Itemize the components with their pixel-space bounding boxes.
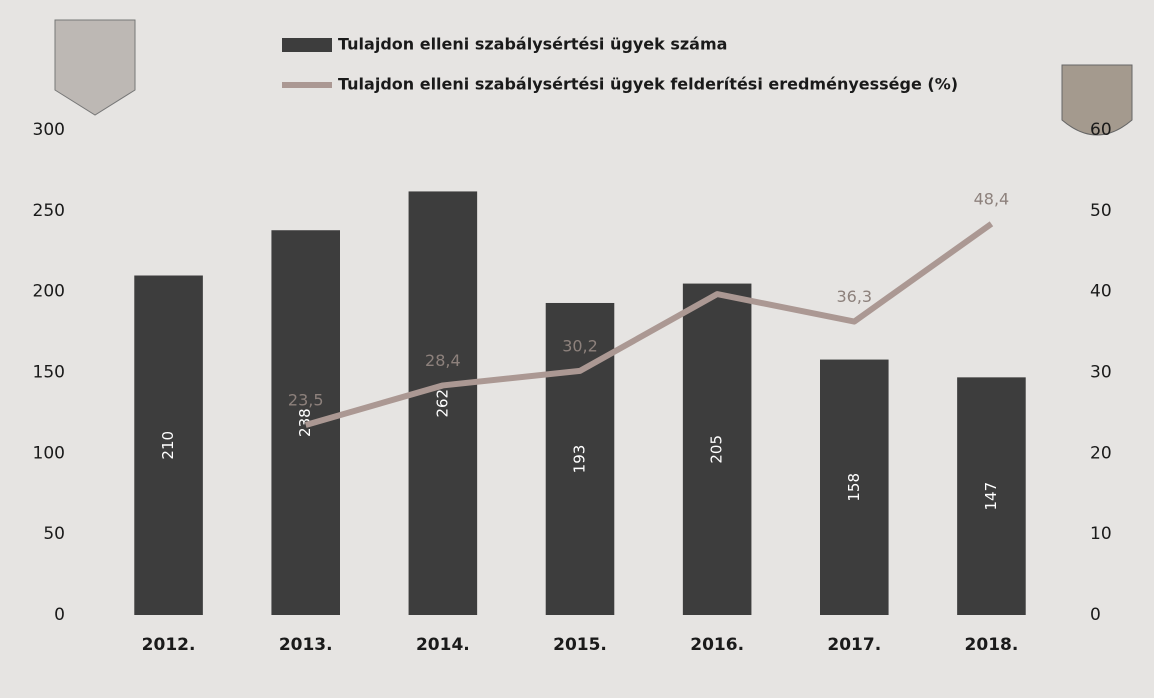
line-label: 28,4 [425,351,461,370]
y2-tick-label: 20 [1090,443,1112,463]
y-tick-label: 50 [43,524,65,544]
y-tick-label: 250 [33,201,65,221]
line-label: 36,3 [836,287,872,306]
line-label: 30,2 [562,336,598,355]
x-tick-label: 2012. [142,635,196,655]
y2-tick-label: 60 [1090,120,1112,140]
bar-label: 205 [708,435,726,464]
legend-swatch [282,82,332,88]
bar-label: 193 [571,445,589,474]
x-tick-label: 2014. [416,635,470,655]
bar [820,359,889,615]
bar-label: 158 [845,473,863,502]
logo-right [1061,64,1133,136]
bar-label: 147 [982,482,1000,511]
x-tick-label: 2016. [690,635,744,655]
y-tick-label: 0 [54,605,65,625]
y-tick-label: 200 [33,282,65,302]
x-tick-label: 2017. [827,635,881,655]
line-label: 23,5 [288,391,324,410]
legend-label: Tulajdon elleni szabálysértési ügyek szá… [338,35,727,54]
logo-left [54,19,136,116]
bar [134,275,203,615]
y-tick-label: 300 [33,120,65,140]
y2-tick-label: 50 [1090,201,1112,221]
bar [682,283,752,615]
y2-tick-label: 40 [1090,282,1112,302]
bar-label: 210 [159,431,177,460]
y2-tick-label: 30 [1090,363,1112,383]
bar [408,191,478,615]
line-label: 48,4 [974,189,1010,208]
y2-tick-label: 0 [1090,605,1101,625]
bar-label: 262 [433,389,451,418]
line [304,221,994,428]
legend-swatch [282,38,332,52]
y-tick-label: 100 [33,443,65,463]
x-tick-label: 2015. [553,635,607,655]
x-tick-label: 2018. [965,635,1019,655]
y-tick-label: 150 [33,363,65,383]
legend-label: Tulajdon elleni szabálysértési ügyek fel… [338,75,958,94]
x-tick-label: 2013. [279,635,333,655]
y2-tick-label: 10 [1090,524,1112,544]
bar [957,377,1026,615]
